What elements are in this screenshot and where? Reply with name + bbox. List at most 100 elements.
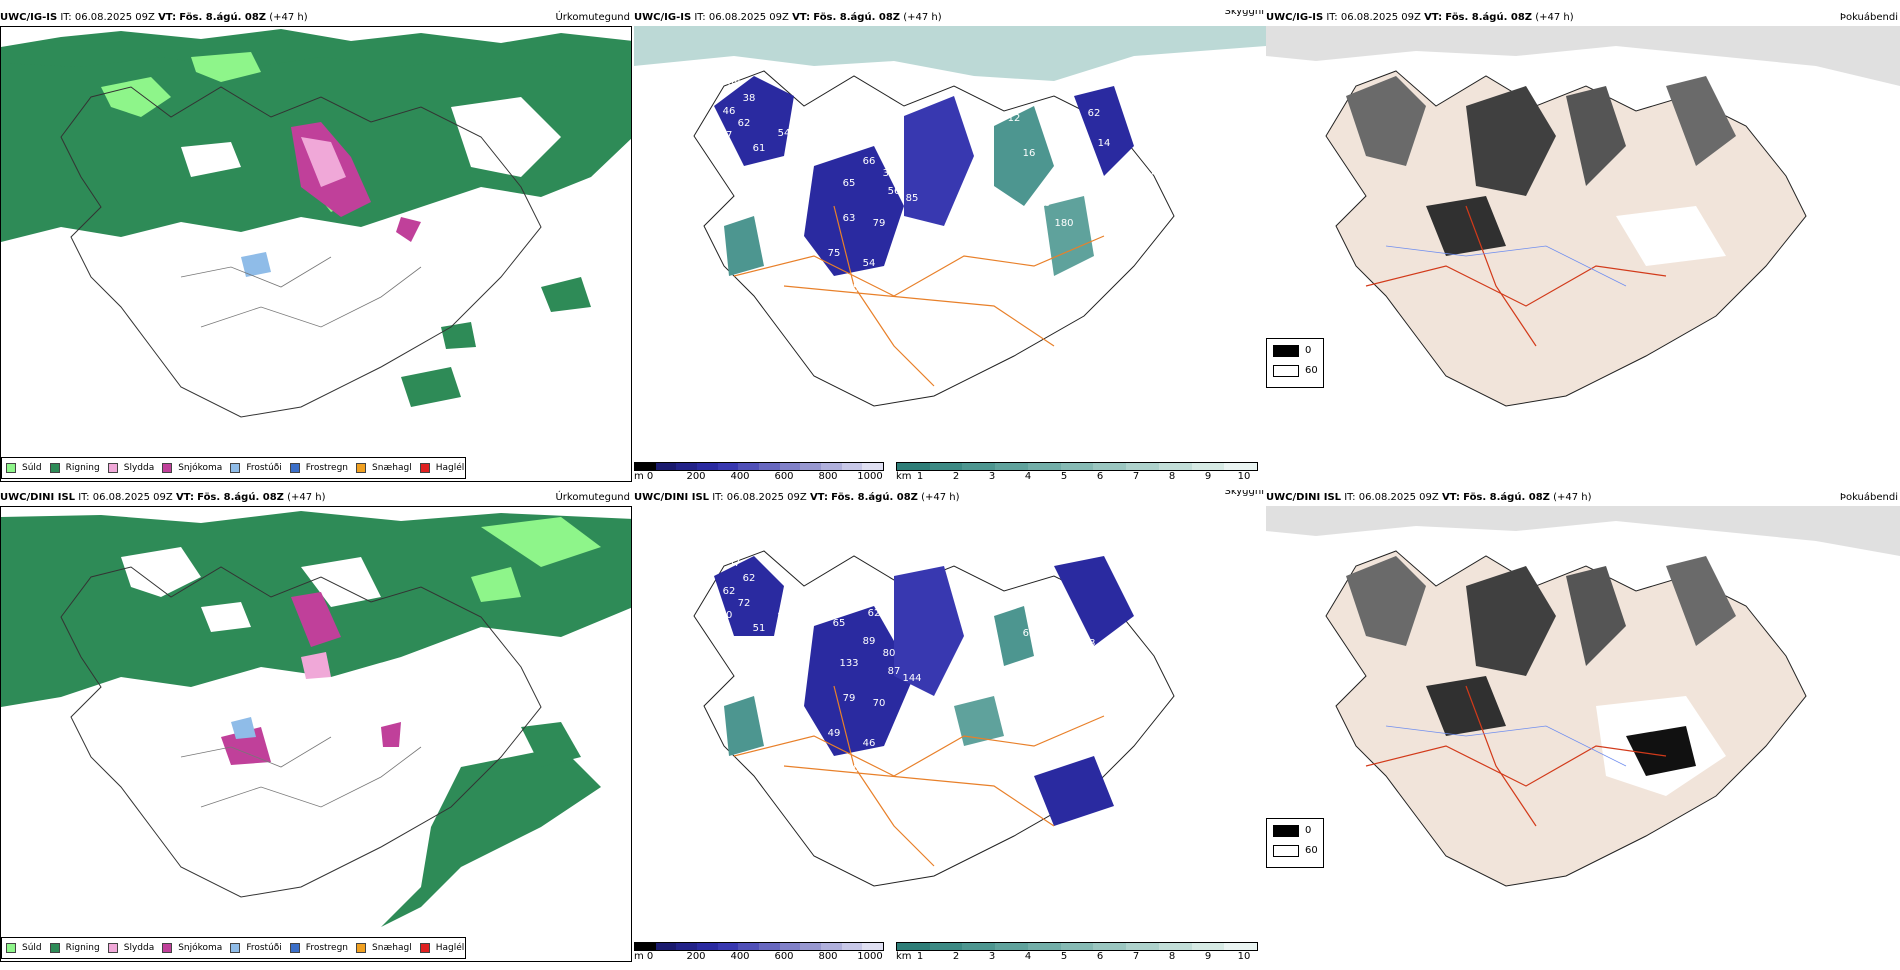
colorbar-segment xyxy=(1158,943,1192,950)
visibility-value-label: 57 xyxy=(1143,168,1156,179)
visibility-value-label: 92 xyxy=(918,223,931,234)
it-label: IT: xyxy=(60,12,72,23)
colorbar-tick: 400 xyxy=(730,951,750,962)
fog-legend-swatch-dark xyxy=(1273,345,1299,357)
visibility-value-label: 68 xyxy=(818,753,831,764)
colorbar-segment xyxy=(738,463,760,470)
panel-title: Þokuábendi xyxy=(1839,12,1898,23)
colorbar-segment xyxy=(1093,463,1127,470)
colorbar-tick: 7 xyxy=(1132,951,1140,962)
colorbar-tick: 200 xyxy=(686,471,706,482)
visibility-value-label: 57 xyxy=(728,558,741,569)
visibility-value-label: 46 xyxy=(863,738,876,749)
visibility-value-label: 133 xyxy=(839,658,858,669)
lead-time: (+47 h) xyxy=(921,492,960,503)
visibility-value-label: 38 xyxy=(1083,158,1096,169)
precip-map: Súld Rigning Slydda Snjókoma Frostúði Fr… xyxy=(0,26,632,482)
legend-item-haglel: Haglél xyxy=(419,463,464,473)
legend-item-frostudi: Frostúði xyxy=(230,943,282,953)
visibility-value-label: 48 xyxy=(1083,638,1096,649)
colorbar-tick: 6 xyxy=(1096,471,1104,482)
colorbar-segment xyxy=(1224,463,1258,470)
legend-label: Frostúði xyxy=(246,943,282,953)
colorbar-tick: 9 xyxy=(1204,471,1212,482)
legend-label: Haglél xyxy=(435,943,465,953)
colorbar-strip xyxy=(634,462,884,471)
panel-title: Skyggni xyxy=(1224,490,1264,497)
visibility-value-label: 144 xyxy=(902,673,921,684)
it-value: 06.08.2025 09Z xyxy=(1340,12,1421,23)
panel-header: UWC/DINI ISL IT: 06.08.2025 09Z VT: Fös.… xyxy=(0,490,632,506)
visibility-value-label: 54 xyxy=(778,128,791,139)
colorbar-segment xyxy=(929,943,963,950)
legend-label: Súld xyxy=(22,943,42,953)
vt-value: Fös. 8.ágú. 08Z xyxy=(197,492,284,503)
legend-item-sudl: Súld xyxy=(6,463,42,473)
it-value: 06.08.2025 09Z xyxy=(726,492,807,503)
visibility-value-label: 90 xyxy=(1038,198,1051,209)
legend-label: Snjókoma xyxy=(178,463,223,473)
visibility-value-label: 99 xyxy=(1008,238,1021,249)
colorbar-segment xyxy=(635,463,656,470)
colorbar-tick: 4 xyxy=(1024,951,1032,962)
model-name: UWC/DINI ISL xyxy=(1266,492,1342,503)
visibility-value-label: 54 xyxy=(863,258,876,269)
legend-item-rigning: Rigning xyxy=(49,463,100,473)
visibility-map: 57 62 62 72 80 44 51 65 62 89 80 133 87 144 79 70 64 49 46… xyxy=(634,506,1266,936)
legend-swatch xyxy=(6,943,16,953)
colorbar-segment xyxy=(821,943,842,950)
panel-title: Þokuábendi xyxy=(1839,492,1898,503)
visibility-value-label: 57 xyxy=(788,708,801,719)
fog-map xyxy=(1266,506,1900,946)
colorbar-tick: 800 xyxy=(818,471,838,482)
colorbar-segment xyxy=(1224,943,1258,950)
it-value: 06.08.2025 09Z xyxy=(74,12,155,23)
panel-title: Úrkomutegund xyxy=(555,492,630,503)
legend-swatch xyxy=(419,943,430,953)
panel-header: UWC/IG-IS IT: 06.08.2025 09Z VT: Fös. 8.… xyxy=(0,10,632,26)
legend-swatch xyxy=(162,463,173,473)
colorbar-tick: 2 xyxy=(952,471,960,482)
visibility-value-label: 99 xyxy=(833,138,846,149)
vt-value: Fös. 8.ágú. 08Z xyxy=(1463,492,1550,503)
visibility-value-label: 49 xyxy=(828,728,841,739)
vt-value: Fös. 8.ágú. 08Z xyxy=(179,12,267,23)
colorbar-tick: 2 xyxy=(952,951,960,962)
visibility-value-label: 19 xyxy=(773,668,786,679)
colorbar-tick: 200 xyxy=(686,951,706,962)
visibility-value-label: 62 xyxy=(723,586,736,597)
precip-map-graphic xyxy=(1,27,631,481)
legend-item-snjokoma: Snjókoma xyxy=(162,943,222,953)
panel-header: UWC/IG-IS IT: 06.08.2025 09Z VT: Fös. 8.… xyxy=(1266,10,1900,26)
visibility-value-label: 97 xyxy=(1048,578,1061,589)
panel-title: Skyggni xyxy=(1224,10,1264,17)
legend-item-slydda: Slydda xyxy=(107,463,154,473)
visibility-panel-row1: UWC/IG-IS IT: 06.08.2025 09Z VT: Fös. 8.… xyxy=(634,10,1266,490)
visibility-value-label: 62 xyxy=(738,118,751,129)
legend-label: Frostregn xyxy=(305,943,349,953)
visibility-panel-row2: UWC/DINI ISL IT: 06.08.2025 09Z VT: Fös.… xyxy=(634,490,1266,970)
colorbar-segment xyxy=(676,463,698,470)
colorbar-segment xyxy=(1027,943,1061,950)
colorbar-segment xyxy=(1158,463,1192,470)
colorbar-segment xyxy=(862,943,884,950)
legend-swatch xyxy=(107,463,118,473)
precip-type-panel-row2: UWC/DINI ISL IT: 06.08.2025 09Z VT: Fös.… xyxy=(0,490,632,970)
fog-legend-swatch-dark xyxy=(1273,825,1299,837)
colorbar-segment xyxy=(841,943,863,950)
colorbar-segment xyxy=(717,943,739,950)
colorbar-tick: 800 xyxy=(818,951,838,962)
visibility-value-label: 63 xyxy=(843,213,856,224)
visibility-value-label: 10 xyxy=(1083,183,1096,194)
colorbar-segment xyxy=(717,463,739,470)
colorbar-segment xyxy=(800,463,822,470)
fog-legend: 0 60 xyxy=(1266,338,1324,388)
legend-swatch xyxy=(162,943,173,953)
it-label: IT: xyxy=(1326,12,1338,23)
model-name: UWC/IG-IS xyxy=(1266,12,1324,23)
visibility-value-label: 123 xyxy=(1124,198,1143,209)
colorbar-unit: m xyxy=(634,951,644,962)
it-value: 06.08.2025 09Z xyxy=(92,492,173,503)
